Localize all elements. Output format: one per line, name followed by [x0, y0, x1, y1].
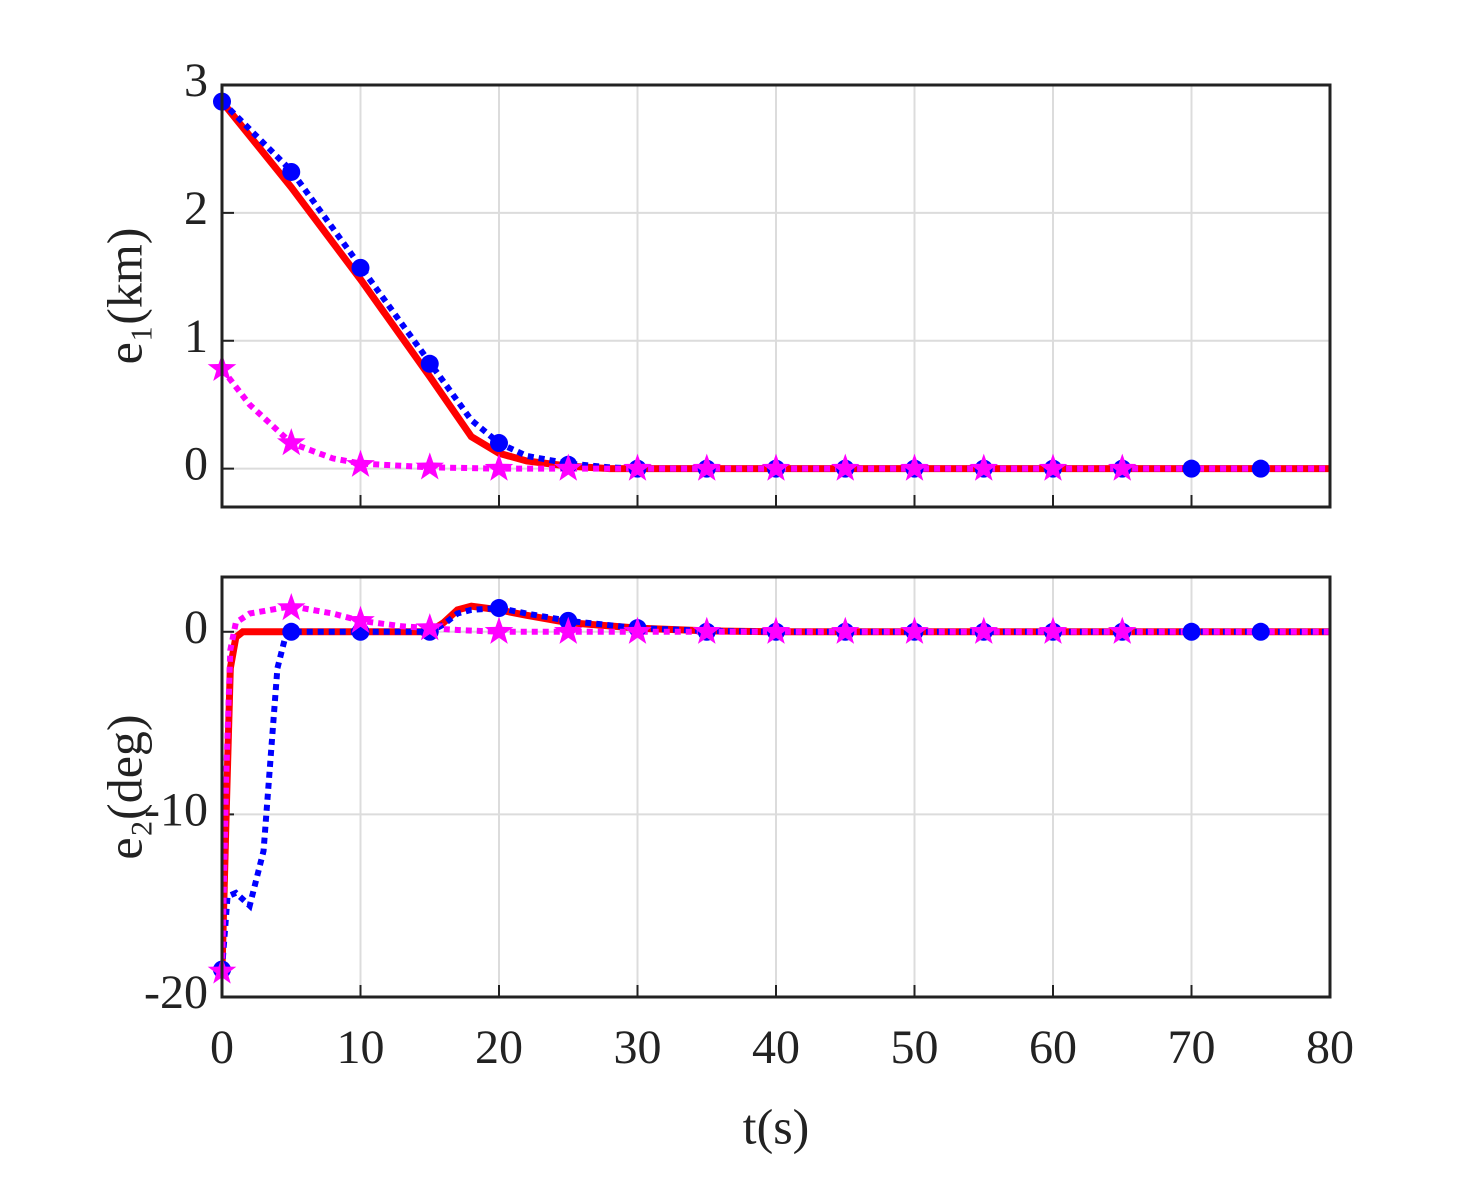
marker — [277, 428, 306, 456]
marker — [554, 453, 583, 481]
axes-frame — [220, 83, 1332, 509]
marker — [554, 616, 583, 644]
x-tick-label: 60 — [1029, 1021, 1077, 1074]
x-tick-label: 10 — [337, 1021, 385, 1074]
marker — [351, 258, 370, 277]
x-tick-label: 40 — [752, 1021, 800, 1074]
marker — [346, 449, 375, 477]
marker — [831, 616, 860, 644]
marker — [490, 599, 508, 618]
line — [222, 603, 1330, 970]
marker — [1038, 453, 1068, 481]
marker — [420, 354, 439, 373]
y-tick-label: -10 — [144, 783, 208, 836]
marker — [282, 162, 301, 181]
marker — [900, 453, 929, 481]
marker — [484, 616, 514, 644]
y-tick-label: 1 — [184, 310, 208, 363]
marker — [969, 453, 998, 481]
marker — [1182, 459, 1201, 478]
marker — [415, 452, 444, 480]
marker — [1251, 459, 1270, 478]
marker — [1108, 616, 1137, 644]
marker — [415, 613, 444, 641]
marker — [623, 453, 652, 481]
marker — [1108, 453, 1137, 481]
marker — [1182, 622, 1201, 641]
y-tick-label: 0 — [184, 601, 208, 654]
marker — [692, 616, 721, 644]
marker — [623, 616, 652, 644]
marker — [490, 434, 508, 453]
y-tick-label: 0 — [184, 438, 208, 491]
x-tick-label: 0 — [210, 1021, 234, 1074]
marker — [692, 453, 721, 481]
line — [222, 602, 1330, 970]
y-tick-label: -20 — [144, 966, 208, 1019]
y-tick-label: 3 — [184, 54, 208, 107]
marker — [900, 616, 929, 644]
marker — [484, 453, 514, 481]
x-tick-label: 30 — [614, 1021, 662, 1074]
x-tick-label: 20 — [475, 1021, 523, 1074]
line — [222, 605, 1330, 970]
line — [222, 367, 1330, 472]
marker — [1038, 616, 1068, 644]
x-tick-label: 50 — [891, 1021, 939, 1074]
x-axis-label: t(s) — [743, 1098, 810, 1154]
marker — [282, 622, 301, 641]
x-tick-label: 70 — [1168, 1021, 1216, 1074]
y-axis-label: e₂(deg) — [96, 714, 152, 859]
axes-frame — [220, 575, 1332, 999]
marker — [277, 593, 306, 621]
marker — [346, 605, 375, 633]
y-axis-label: e₁(km) — [96, 228, 152, 365]
marker — [831, 453, 860, 481]
marker — [969, 616, 998, 644]
x-tick-label: 80 — [1306, 1021, 1354, 1074]
marker — [761, 616, 791, 644]
marker — [1251, 622, 1270, 641]
marker — [761, 453, 791, 481]
line — [222, 99, 1330, 473]
y-tick-label: 2 — [184, 182, 208, 235]
